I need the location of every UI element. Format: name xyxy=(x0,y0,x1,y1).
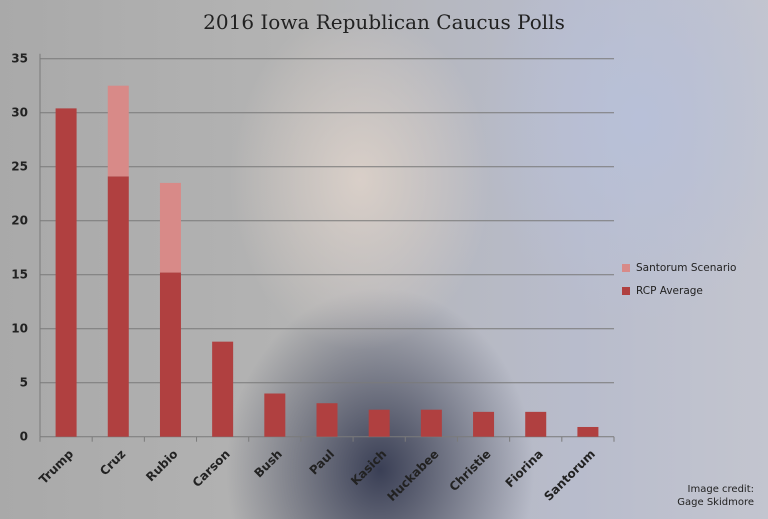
y-tick-label: 30 xyxy=(11,106,28,120)
y-tick-label: 10 xyxy=(11,322,28,336)
x-category-label: Santorum xyxy=(541,447,598,504)
y-tick-label: 5 xyxy=(20,376,28,390)
bar-rcp-average-trump xyxy=(55,108,77,437)
legend-item-santorum-scenario: Santorum Scenario xyxy=(622,262,736,274)
bar-rcp-average-cruz xyxy=(107,176,129,437)
x-category-label: Carson xyxy=(190,447,233,490)
credit-line: Gage Skidmore xyxy=(677,497,754,508)
x-category-label: Christie xyxy=(447,447,494,494)
y-tick-label: 35 xyxy=(11,52,28,66)
bar-rcp-average-paul xyxy=(316,403,338,437)
bar-rcp-average-kasich xyxy=(368,409,390,437)
x-category-label: Bush xyxy=(251,447,284,480)
bar-rcp-average-santorum xyxy=(577,426,599,437)
bar-rcp-average-christie xyxy=(473,411,495,437)
y-tick-label: 20 xyxy=(11,214,28,228)
x-category-label: Cruz xyxy=(97,447,128,478)
bar-rcp-average-rubio xyxy=(159,272,181,437)
x-category-label: Rubio xyxy=(143,447,180,484)
y-tick-label: 15 xyxy=(11,268,28,282)
y-tick-label: 0 xyxy=(20,430,28,444)
legend-item-rcp-average: RCP Average xyxy=(622,285,703,297)
legend-swatch xyxy=(622,264,630,272)
x-category-label: Paul xyxy=(307,447,338,478)
bar-santorum-scenario-cruz xyxy=(107,85,129,177)
legend-label: RCP Average xyxy=(636,285,703,297)
image-credit: Image credit: Gage Skidmore xyxy=(677,483,754,509)
bar-rcp-average-bush xyxy=(264,393,286,437)
y-tick-label: 25 xyxy=(11,160,28,174)
legend-swatch xyxy=(622,287,630,295)
bar-santorum-scenario-rubio xyxy=(159,182,181,273)
credit-line: Image credit: xyxy=(687,484,754,495)
x-category-label: Kasich xyxy=(348,447,389,488)
bar-rcp-average-carson xyxy=(212,341,234,437)
bar-rcp-average-fiorina xyxy=(525,411,547,437)
x-category-label: Trump xyxy=(36,447,76,487)
x-category-label: Huckabee xyxy=(384,447,441,504)
x-category-label: Fiorina xyxy=(503,447,546,490)
bar-rcp-average-huckabee xyxy=(420,409,442,437)
chart-title: 2016 Iowa Republican Caucus Polls xyxy=(203,10,565,34)
legend-label: Santorum Scenario xyxy=(636,262,737,274)
